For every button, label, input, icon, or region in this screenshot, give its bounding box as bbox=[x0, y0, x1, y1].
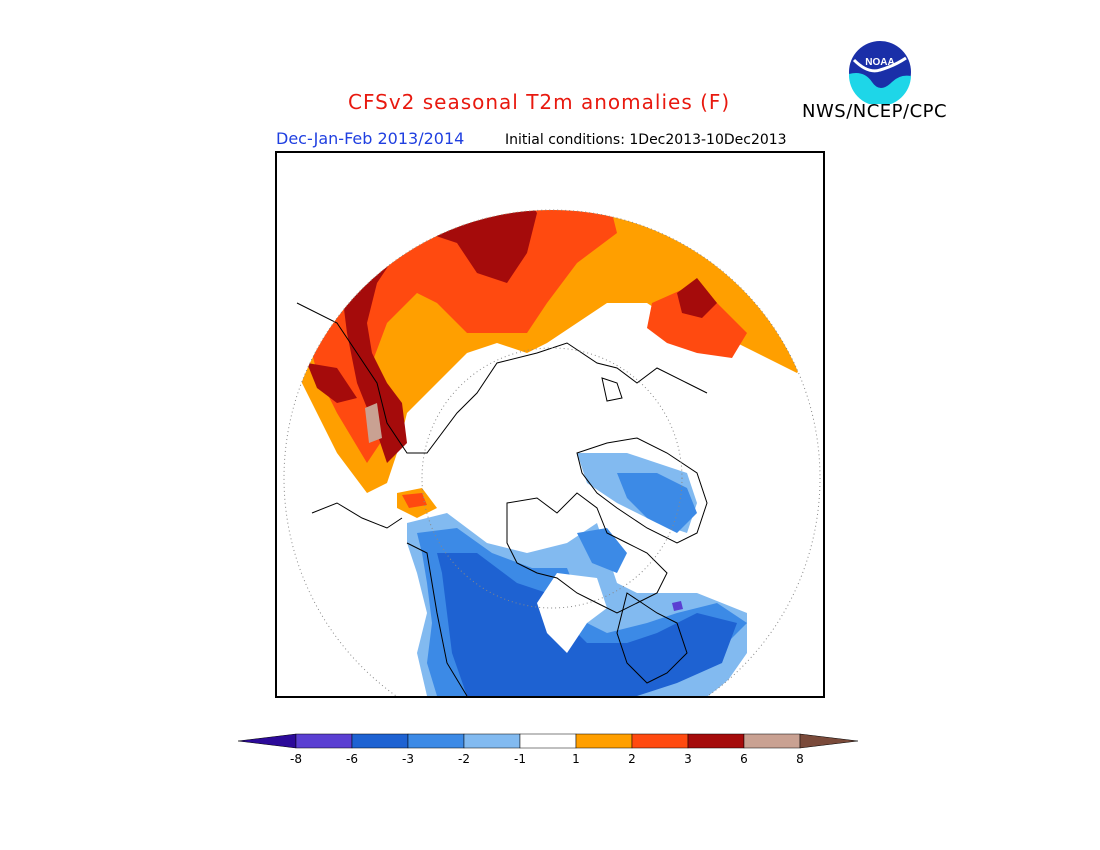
warm-anomaly-strong-2 bbox=[307, 363, 357, 403]
polar-map bbox=[275, 151, 825, 698]
cool-anomaly-greenland bbox=[617, 473, 697, 533]
colorbar-bin bbox=[463, 733, 521, 749]
colorbar-tick-label: 2 bbox=[628, 752, 636, 766]
latitude-circle-inner bbox=[421, 347, 683, 609]
colorbar-bin bbox=[519, 733, 577, 749]
warm-anomaly-small-core bbox=[402, 493, 427, 508]
colorbar-bin bbox=[631, 733, 689, 749]
anomaly-fields bbox=[297, 210, 817, 696]
cool-anomaly-strong bbox=[437, 553, 737, 696]
colorbar-bin bbox=[575, 733, 633, 749]
colorbar-tick-label: 6 bbox=[740, 752, 748, 766]
colorbar-bin bbox=[295, 733, 353, 749]
colorbar-tick-label: 8 bbox=[796, 752, 804, 766]
colorbar-tick-label: 1 bbox=[572, 752, 580, 766]
colorbar-tick-label: 3 bbox=[684, 752, 692, 766]
coastline-eurasia bbox=[296, 302, 708, 454]
coastline-svalbard bbox=[601, 377, 623, 402]
latitude-circle-outer bbox=[283, 209, 821, 696]
warm-anomaly-eastern-core bbox=[677, 278, 717, 318]
coastline-hudson-bay bbox=[616, 592, 688, 684]
colorbar-bin bbox=[743, 733, 801, 749]
colorbar-arrow-low bbox=[238, 733, 297, 749]
season-label: Dec-Jan-Feb 2013/2014 bbox=[276, 129, 465, 148]
colorbar-tick-label: -8 bbox=[290, 752, 302, 766]
cool-anomaly-extreme-dot bbox=[672, 601, 683, 611]
colorbar-tick-label: -3 bbox=[402, 752, 414, 766]
noaa-logo-icon: NOAA bbox=[848, 41, 911, 104]
coastline-arctic-canada bbox=[506, 492, 668, 614]
noaa-logo-text: NOAA bbox=[865, 57, 894, 68]
colorbar-tick-label: -1 bbox=[514, 752, 526, 766]
colorbar bbox=[238, 733, 859, 749]
colorbar-bin bbox=[351, 733, 409, 749]
anomaly-extreme-patch bbox=[365, 403, 382, 443]
coastline-alaska bbox=[311, 502, 403, 529]
map-canvas bbox=[283, 209, 821, 696]
colorbar-arrow-high bbox=[799, 733, 859, 749]
colorbar-bin bbox=[687, 733, 745, 749]
coastlines bbox=[296, 302, 708, 696]
agency-label: NWS/NCEP/CPC bbox=[802, 101, 948, 122]
cool-anomaly-canada-arctic bbox=[577, 528, 627, 573]
colorbar-bin bbox=[407, 733, 465, 749]
warm-anomaly-eastern bbox=[647, 283, 747, 358]
chart-title: CFSv2 seasonal T2m anomalies (F) bbox=[348, 90, 731, 114]
near-normal-area bbox=[537, 573, 607, 653]
coastline-greenland bbox=[576, 437, 708, 544]
coastline-north-america bbox=[406, 542, 468, 696]
colorbar-tick-label: -6 bbox=[346, 752, 358, 766]
initial-conditions-label: Initial conditions: 1Dec2013-10Dec2013 bbox=[505, 132, 787, 148]
colorbar-tick-label: -2 bbox=[458, 752, 470, 766]
